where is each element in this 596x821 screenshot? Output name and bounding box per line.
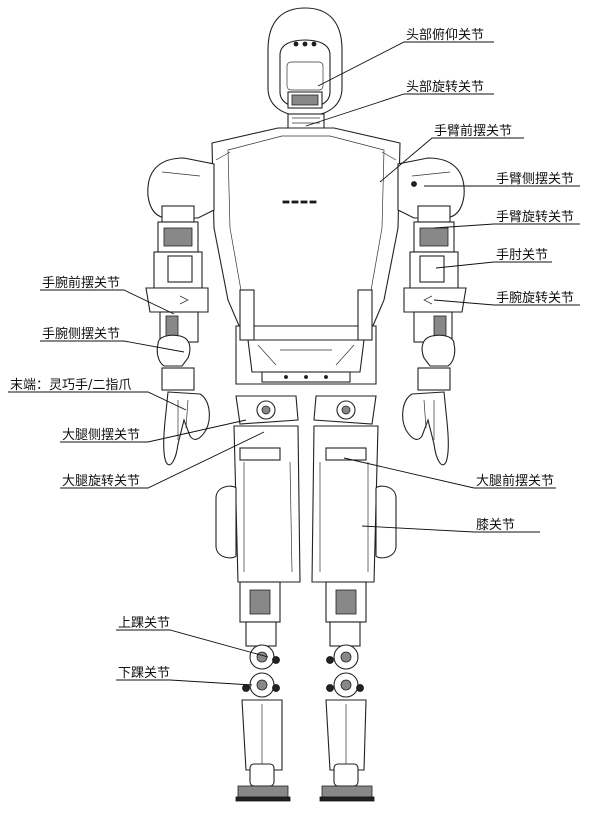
label-arm-forward: 手臂前摆关节: [434, 123, 512, 139]
leader-lines: [8, 41, 580, 686]
robot-left-leg: [215, 395, 301, 802]
robot-left-arm: [145, 157, 215, 466]
label-arm-rotation: 手臂旋转关节: [496, 210, 574, 225]
label-wrist-rotation: 手腕旋转关节: [496, 290, 574, 306]
label-elbow: 手肘关节: [496, 248, 548, 263]
robot-head: [267, 7, 343, 131]
label-end-effector: 末端：灵巧手/二指爪: [10, 378, 131, 393]
robot-drawing: [145, 7, 467, 802]
robot-right-arm: [397, 157, 467, 466]
label-lower-ankle: 下踝关节: [118, 666, 170, 681]
label-arm-side: 手臂侧摆关节: [496, 172, 574, 187]
label-upper-ankle: 上踝关节: [118, 616, 170, 631]
label-head-rotation: 头部旋转关节: [406, 80, 484, 95]
label-thigh-forward: 大腿前摆关节: [476, 473, 554, 489]
label-thigh-rotation: 大腿旋转关节: [62, 474, 140, 489]
label-knee: 膝关节: [476, 518, 515, 533]
label-thigh-side: 大腿侧摆关节: [62, 428, 140, 443]
robot-torso: [211, 127, 401, 385]
label-head-pitch: 头部俯仰关节: [406, 27, 484, 43]
joint-labels: 头部俯仰关节 头部旋转关节 手臂前摆关节 手臂侧摆关节 手臂旋转关节 手肘关节 …: [10, 27, 574, 681]
robot-right-leg: [311, 395, 397, 802]
label-wrist-forward: 手腕前摆关节: [42, 275, 120, 291]
label-wrist-side: 手腕侧摆关节: [42, 326, 120, 342]
